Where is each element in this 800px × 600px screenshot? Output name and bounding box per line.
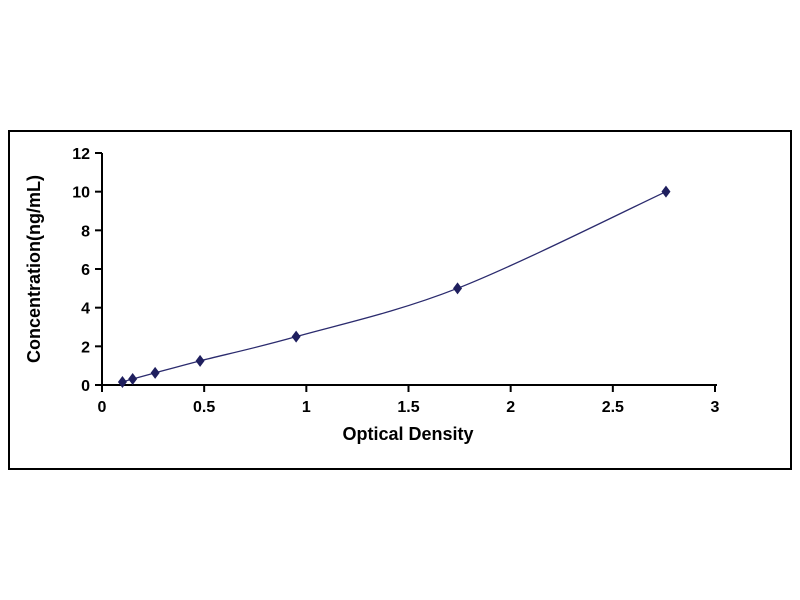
- data-point-marker: [117, 375, 127, 388]
- x-tick-label: 3: [711, 399, 720, 416]
- x-tick-label: 0.5: [193, 399, 215, 416]
- x-tick-label: 1: [302, 399, 311, 416]
- y-tick-label: 12: [72, 146, 90, 163]
- y-tick-label: 8: [81, 223, 90, 240]
- x-tick-label: 1.5: [397, 399, 419, 416]
- y-tick-label: 4: [81, 301, 90, 318]
- y-tick-label: 0: [81, 378, 90, 395]
- x-tick-label: 2.5: [602, 399, 624, 416]
- data-point-marker: [291, 330, 301, 343]
- y-tick-label: 6: [81, 262, 90, 279]
- x-tick-label: 2: [506, 399, 515, 416]
- x-tick-label: 0: [98, 399, 107, 416]
- data-point-marker: [150, 366, 160, 379]
- curve-line: [122, 191, 667, 383]
- y-tick-label: 10: [72, 185, 90, 202]
- x-axis-title: Optical Density: [342, 424, 473, 444]
- standard-curve-plot: Optical Density Concentration(ng/mL) 0 0.…: [24, 146, 720, 444]
- chart-panel: Optical Density Concentration(ng/mL) 0 0.…: [8, 130, 792, 470]
- data-point-marker: [128, 372, 138, 385]
- data-point-marker: [453, 282, 463, 295]
- data-point-marker: [195, 354, 205, 367]
- data-point-marker: [661, 185, 671, 198]
- y-tick-label: 2: [81, 339, 90, 356]
- y-axis-title: Concentration(ng/mL): [24, 175, 44, 363]
